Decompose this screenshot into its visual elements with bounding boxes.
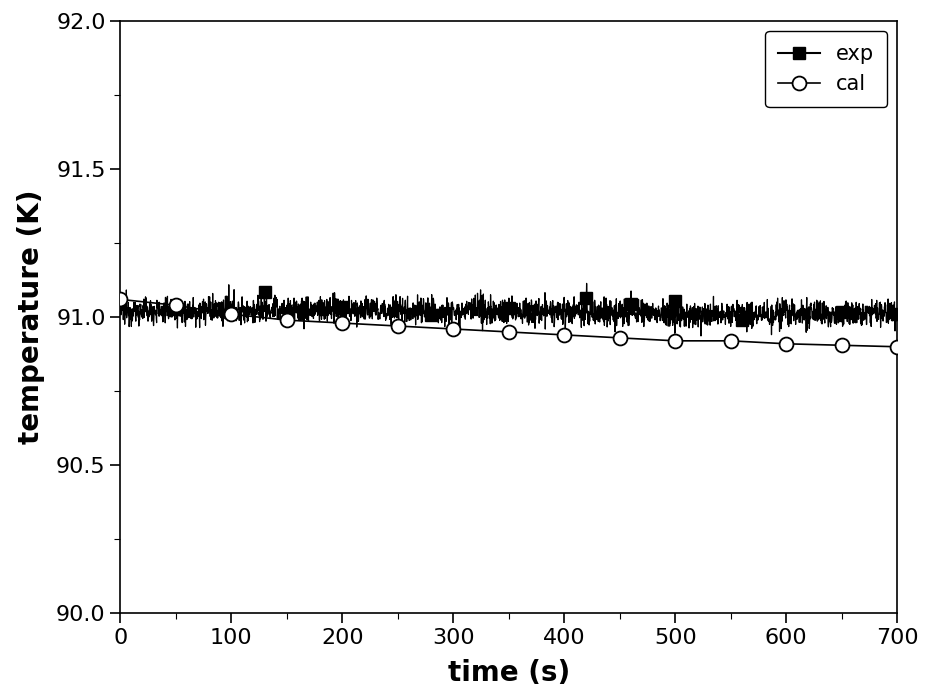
- Y-axis label: temperature (K): temperature (K): [17, 190, 45, 445]
- Legend: exp, cal: exp, cal: [765, 31, 887, 107]
- X-axis label: time (s): time (s): [448, 659, 570, 687]
